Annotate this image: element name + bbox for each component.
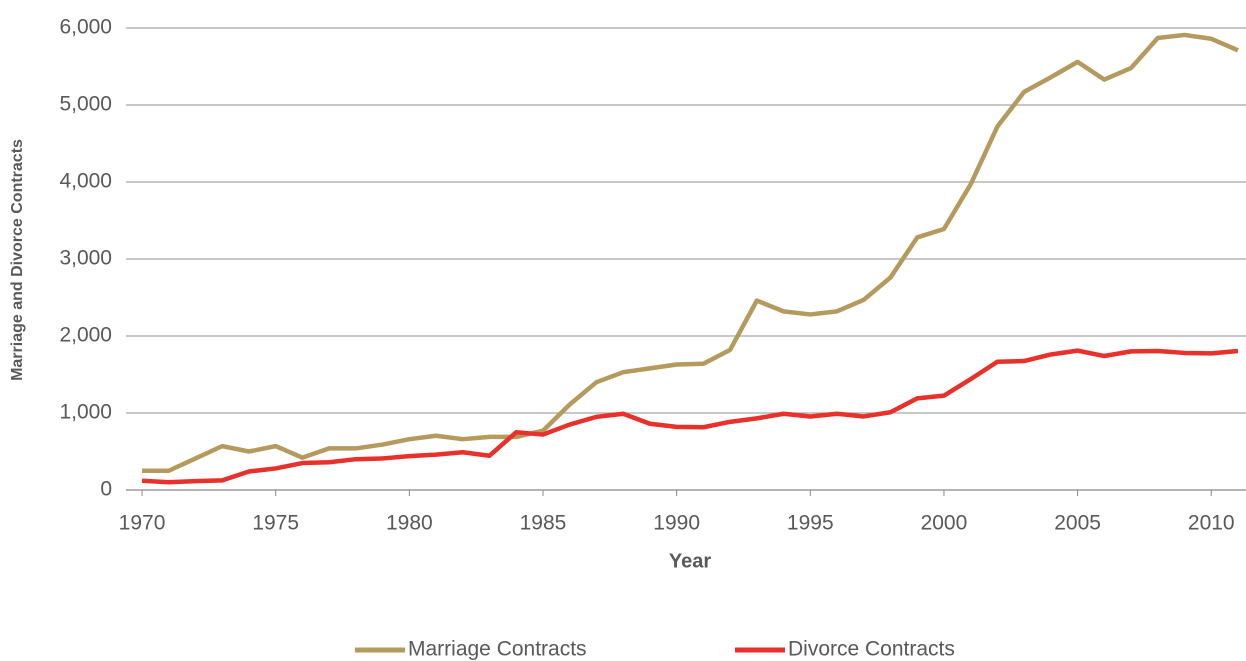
y-tick-label: 6,000	[59, 16, 112, 39]
x-tick-label: 2000	[921, 512, 968, 535]
y-tick-label: 2,000	[59, 324, 112, 347]
data-line	[141, 348, 1239, 485]
y-tick-label: 3,000	[59, 247, 112, 270]
x-tick-label: 1975	[252, 512, 299, 535]
legend-label: Marriage Contracts	[408, 638, 587, 661]
x-tick-label: 1970	[119, 512, 166, 535]
y-tick-label: 1,000	[59, 401, 112, 424]
y-tick-label: 5,000	[59, 93, 112, 116]
x-tick-label: 1985	[520, 512, 567, 535]
x-axis-title: Year	[669, 550, 711, 572]
y-tick-label: 0	[100, 478, 112, 501]
x-tick-label: 1990	[653, 512, 700, 535]
legend-label: Divorce Contracts	[788, 638, 955, 661]
x-tick-label: 2010	[1188, 512, 1235, 535]
x-tick-label: 2005	[1054, 512, 1101, 535]
y-axis-title: Marriage and Divorce Contracts	[9, 139, 26, 381]
y-tick-label: 4,000	[59, 170, 112, 193]
data-line	[142, 32, 1239, 473]
x-tick-label: 1980	[386, 512, 433, 535]
x-tick-label: 1995	[787, 512, 834, 535]
